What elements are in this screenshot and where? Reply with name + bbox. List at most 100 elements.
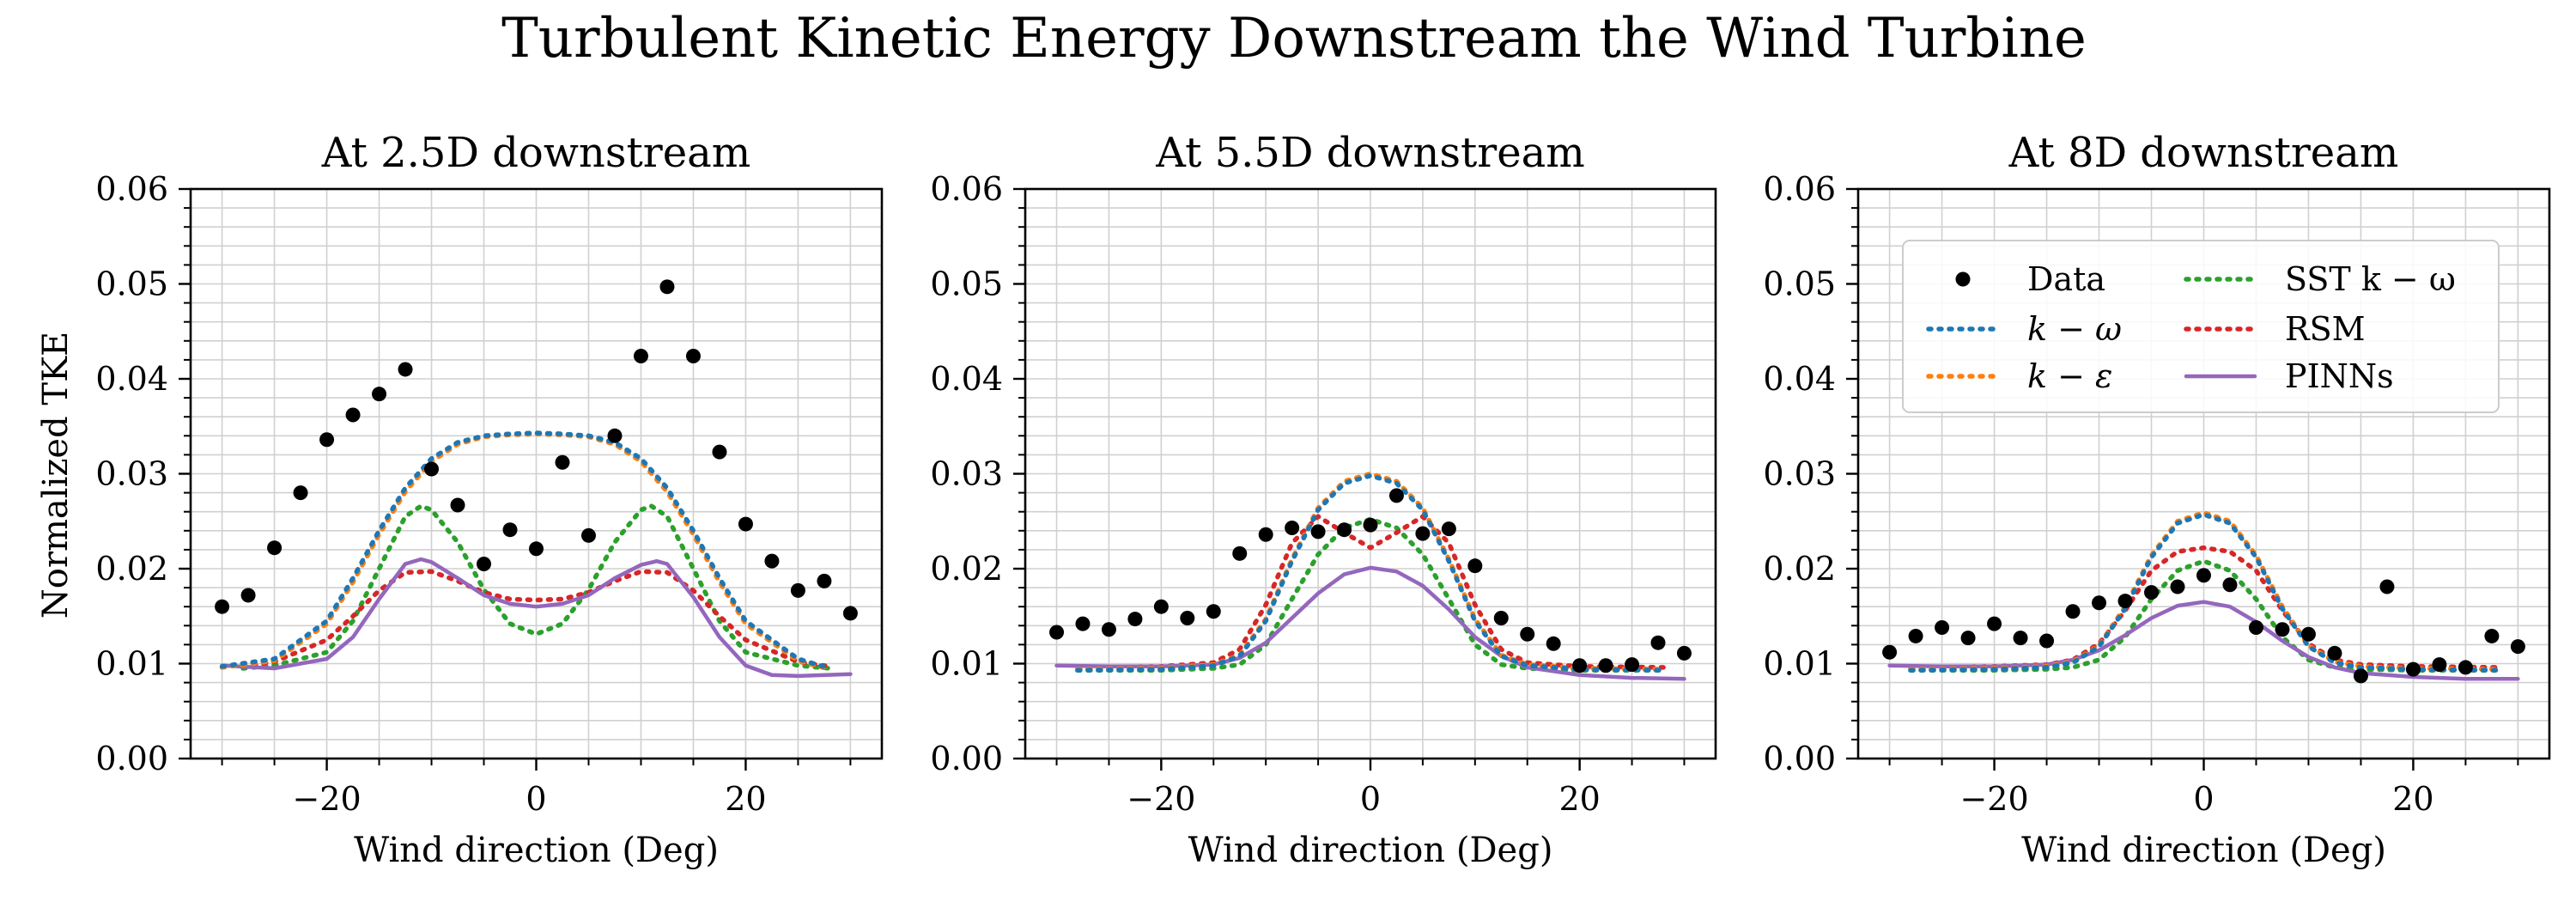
legend-label: PINNs <box>2285 357 2394 395</box>
y-axis-label: Normalized TKE <box>36 332 76 619</box>
series-line-k-omega <box>1908 512 2500 673</box>
y-tick-label: 0.03 <box>930 455 1003 493</box>
y-tick-label: 0.03 <box>95 455 168 493</box>
x-axis-label: Wind direction (Deg) <box>1188 831 1553 870</box>
data-point <box>1520 626 1535 642</box>
y-tick-label: 0.04 <box>1763 360 1836 398</box>
data-point <box>555 454 570 470</box>
data-point <box>1415 526 1431 541</box>
data-point <box>633 348 648 363</box>
y-tick-label: 0.02 <box>1763 550 1836 588</box>
y-tick-label: 0.01 <box>95 645 168 683</box>
data-point <box>345 407 361 423</box>
legend-label: Data <box>2027 260 2105 298</box>
data-point <box>738 516 753 532</box>
data-points <box>1882 568 2525 684</box>
data-point <box>1572 658 1588 673</box>
x-tick-label: 0 <box>526 780 546 818</box>
data-point <box>2248 620 2263 636</box>
x-tick-label: 0 <box>1360 780 1381 818</box>
x-tick-label: −20 <box>292 780 361 818</box>
data-point <box>2405 661 2421 677</box>
data-point <box>1625 657 1640 673</box>
x-axis-label: Wind direction (Deg) <box>354 831 719 870</box>
data-points <box>215 279 858 621</box>
panels: −20 0 20 0.00 0.01 0.02 0.03 0.04 0.05 0.06 At 2.5… <box>95 129 2551 870</box>
data-point <box>2065 604 2081 619</box>
data-point <box>1676 645 1692 661</box>
y-tick-label: 0.00 <box>95 740 168 777</box>
data-point <box>580 527 596 543</box>
legend-box <box>1902 240 2500 413</box>
data-point <box>2144 585 2160 600</box>
x-tick-label: 20 <box>1558 780 1600 818</box>
series-line-sst-k-omega <box>1908 558 2500 673</box>
data-point <box>398 362 413 377</box>
x-axis-label: Wind direction (Deg) <box>2021 831 2386 870</box>
data-point <box>2458 660 2473 675</box>
data-point <box>240 588 256 603</box>
y-tick-label: 0.02 <box>95 550 168 588</box>
series-line-k-omega <box>219 430 832 671</box>
data-point <box>685 348 701 363</box>
data-point <box>712 444 727 460</box>
data-point <box>1441 521 1456 537</box>
legend-label: k − ω <box>2027 310 2122 348</box>
y-tick-label: 0.00 <box>1763 740 1836 777</box>
data-point <box>2300 626 2316 642</box>
series-group <box>219 430 853 679</box>
data-point <box>1650 635 1666 650</box>
y-tick-label: 0.01 <box>1763 645 1836 683</box>
x-tick-label: 0 <box>2193 780 2214 818</box>
legend-label: k − ε <box>2027 357 2112 395</box>
data-point <box>2117 594 2133 609</box>
data-point <box>2170 579 2185 594</box>
data-point <box>607 428 623 443</box>
y-tick-label: 0.02 <box>930 550 1003 588</box>
data-point <box>2379 579 2395 594</box>
y-tick-label: 0.04 <box>95 360 168 398</box>
data-point <box>1101 622 1116 637</box>
y-tick-label: 0.06 <box>930 170 1003 208</box>
panel-title: At 5.5D downstream <box>1155 129 1584 177</box>
data-point <box>842 606 858 621</box>
data-point <box>1206 604 1221 619</box>
x-tick-label: 20 <box>2392 780 2433 818</box>
data-point <box>1337 522 1352 538</box>
data-point <box>1546 636 1561 651</box>
chart-panel-2: −20 0 20 0.00 0.01 0.02 0.03 0.04 0.05 0.06 At 5.5… <box>930 129 1717 870</box>
data-point <box>1285 520 1300 535</box>
data-point <box>1049 625 1065 640</box>
data-point <box>1363 517 1378 533</box>
data-point <box>267 540 283 556</box>
data-point <box>1258 527 1273 542</box>
data-point <box>450 497 465 513</box>
data-point <box>424 461 440 477</box>
data-point <box>659 279 675 295</box>
data-point <box>1467 558 1483 574</box>
data-point <box>1075 616 1091 631</box>
data-point <box>2510 639 2525 655</box>
data-point <box>1232 545 1248 561</box>
y-tick-label: 0.00 <box>930 740 1003 777</box>
y-tick-label: 0.05 <box>930 265 1003 303</box>
series-line-rsm <box>240 569 832 669</box>
y-tick-label: 0.06 <box>95 170 168 208</box>
data-point <box>2275 622 2290 637</box>
data-point <box>1180 610 1195 625</box>
y-tick-label: 0.03 <box>1763 455 1836 493</box>
data-point <box>1388 488 1404 503</box>
series-line-rsm <box>1075 514 1666 670</box>
data-point <box>1882 644 1898 660</box>
data-point <box>2196 568 2211 583</box>
data-point <box>817 573 832 588</box>
y-tick-label: 0.04 <box>930 360 1003 398</box>
data-point <box>1598 658 1613 673</box>
data-point <box>2013 631 2028 646</box>
legend-label: RSM <box>2285 310 2366 348</box>
data-point <box>764 553 780 569</box>
legend-label: SST k − ω <box>2285 260 2456 298</box>
data-point <box>1153 599 1169 614</box>
